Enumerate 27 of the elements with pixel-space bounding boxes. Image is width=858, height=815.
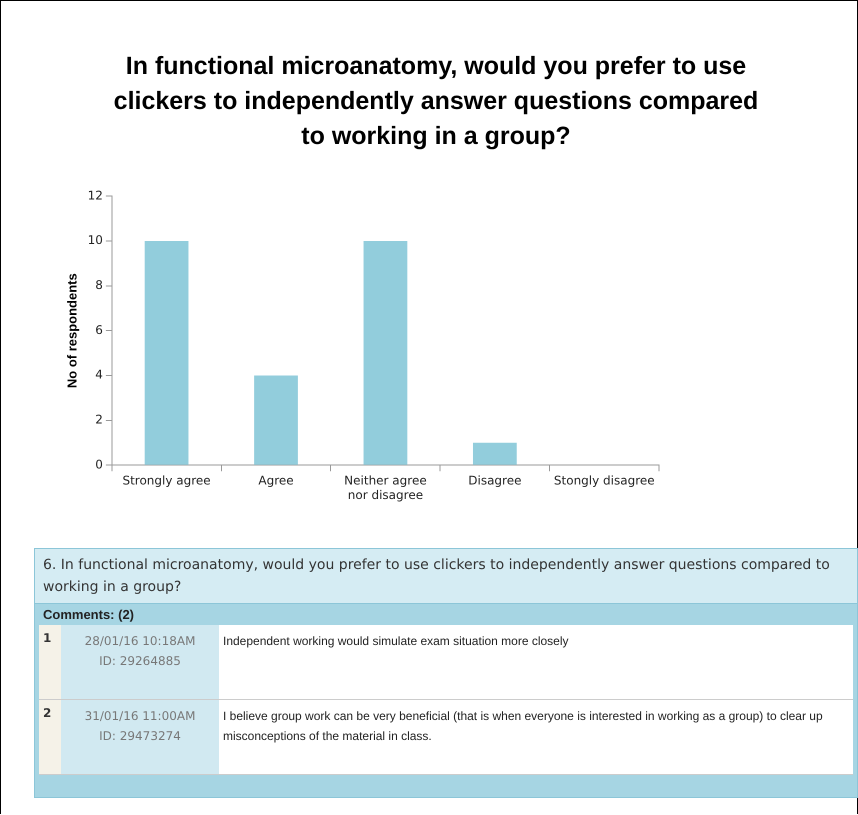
x-tick-label: Neither agree nor disagree <box>344 474 427 502</box>
text: 1 <box>39 625 61 700</box>
x-tick-label: Disagree <box>468 474 522 488</box>
text: 28/01/16 10:18AM <box>84 633 196 650</box>
text: Independent working would simulate exam situation more closely <box>219 625 853 700</box>
text: Comments: (2) <box>35 603 857 625</box>
y-tick-label: 2 <box>95 412 103 426</box>
bar <box>364 241 408 465</box>
x-tick-label: Stongly disagree <box>554 474 655 488</box>
x-tick-label: Strongly agree <box>122 474 211 488</box>
text: 6. In functional microanatomy, would you prefer to use clickers to independently answer questions compared to working in a group? <box>35 549 857 603</box>
x-tick-label: Agree <box>258 474 294 488</box>
y-tick-label: 10 <box>88 233 103 248</box>
bar <box>144 241 188 465</box>
y-axis-title: No of respondents <box>64 273 80 388</box>
bar <box>472 442 517 465</box>
y-tick-label: 4 <box>95 368 103 382</box>
chart-title: In functional microanatomy, would you prefer to use clickers to independently answer questions compared to working in a group? <box>112 51 760 152</box>
y-tick-label: 12 <box>88 188 103 202</box>
y-tick-label: 0 <box>95 457 103 472</box>
y-tick-label: 6 <box>95 322 103 337</box>
bar <box>254 376 298 465</box>
y-tick-label: 8 <box>95 278 103 292</box>
text: ID: 29264885 <box>98 653 182 670</box>
text: ID: 29473274 <box>98 728 182 745</box>
text: I believe group work can be very beneficial (that is when everyone is interested in working as a group) to clear up misconceptions of the material in class. <box>219 700 853 774</box>
text: 31/01/16 11:00AM <box>84 708 196 725</box>
